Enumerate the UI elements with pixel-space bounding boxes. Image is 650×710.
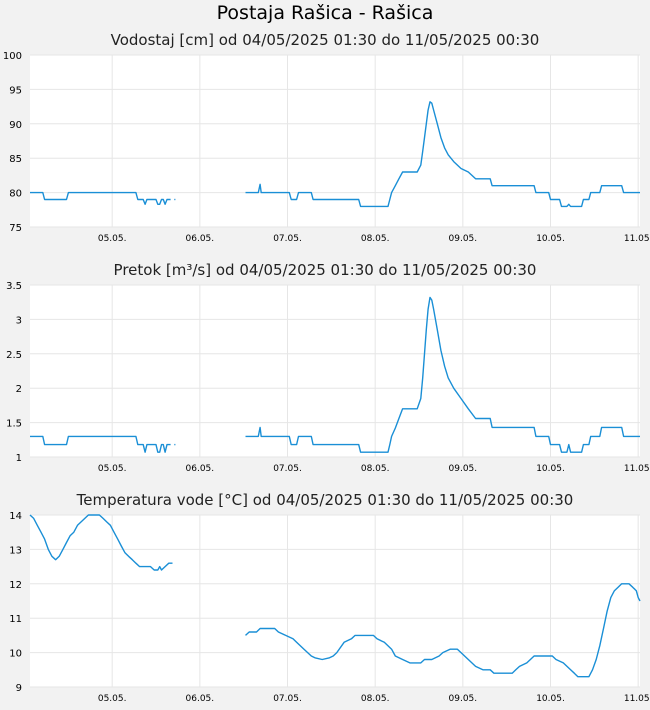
x-tick-label: 05.05. bbox=[98, 464, 127, 474]
series-line bbox=[30, 435, 171, 453]
series-line bbox=[30, 191, 171, 205]
series-line bbox=[245, 101, 640, 208]
x-tick-label: 07.05. bbox=[273, 464, 302, 474]
y-tick-label: 14 bbox=[9, 511, 22, 522]
x-tick-label: 10.05. bbox=[536, 234, 565, 244]
x-tick-label: 11.05. bbox=[624, 464, 650, 474]
y-tick-label: 95 bbox=[9, 85, 22, 96]
chart-title-discharge: Pretok [m³/s] od 04/05/2025 01:30 do 11/… bbox=[113, 261, 537, 279]
y-tick-label: 13 bbox=[9, 545, 22, 556]
y-tick-label: 3 bbox=[16, 315, 22, 326]
x-tick-label: 08.05. bbox=[361, 234, 390, 244]
x-tick-label: 10.05. bbox=[536, 694, 565, 704]
x-tick-label: 11.05. bbox=[624, 694, 650, 704]
plot-area bbox=[30, 55, 640, 227]
plot-area bbox=[30, 285, 640, 457]
x-tick-label: 09.05. bbox=[449, 694, 478, 704]
y-tick-label: 2.5 bbox=[6, 350, 22, 361]
x-tick-label: 07.05. bbox=[273, 694, 302, 704]
series-line bbox=[29, 514, 173, 571]
y-tick-label: 11 bbox=[9, 614, 22, 625]
chart-title-water-temperature: Temperatura vode [°C] od 04/05/2025 01:3… bbox=[76, 491, 574, 509]
discharge-chart: 1 1.5 2 2.5 3 3.5 05.05. 06.05. 07.05. 08.05. 09.0… bbox=[6, 281, 650, 474]
series-line bbox=[245, 296, 640, 453]
x-tick-label: 08.05. bbox=[361, 694, 390, 704]
x-tick-label: 05.05. bbox=[98, 234, 127, 244]
y-tick-label: 90 bbox=[9, 120, 22, 131]
y-tick-label: 3.5 bbox=[6, 281, 22, 292]
x-tick-label: 09.05. bbox=[449, 234, 478, 244]
x-tick-label: 08.05. bbox=[361, 464, 390, 474]
x-tick-label: 06.05. bbox=[186, 234, 215, 244]
x-tick-label: 07.05. bbox=[273, 234, 302, 244]
page-title: Postaja Rašica - Rašica bbox=[216, 2, 434, 24]
y-tick-label: 2 bbox=[16, 384, 22, 395]
water-level-chart: 75 80 85 90 95 100 05.05. 06.05. 07.05. 08.05. 09.… bbox=[3, 51, 650, 244]
plot-area bbox=[30, 515, 640, 687]
water-temperature-chart: 9 10 11 12 13 14 05.05. 06.05. 07.05. 08.05. 09.05… bbox=[9, 511, 650, 704]
chart-title-water-level: Vodostaj [cm] od 04/05/2025 01:30 do 11/… bbox=[110, 31, 540, 49]
y-tick-label: 85 bbox=[9, 154, 22, 165]
x-tick-label: 05.05. bbox=[98, 694, 127, 704]
y-tick-label: 12 bbox=[9, 580, 22, 591]
x-tick-label: 09.05. bbox=[449, 464, 478, 474]
y-tick-label: 10 bbox=[9, 649, 22, 660]
series-line bbox=[245, 583, 641, 678]
y-tick-label: 9 bbox=[16, 683, 22, 694]
y-tick-label: 100 bbox=[3, 51, 22, 62]
x-tick-label: 06.05. bbox=[186, 694, 215, 704]
y-tick-label: 80 bbox=[9, 189, 22, 200]
x-tick-label: 10.05. bbox=[536, 464, 565, 474]
y-tick-label: 75 bbox=[9, 223, 22, 234]
y-tick-label: 1.5 bbox=[6, 419, 22, 430]
x-tick-label: 06.05. bbox=[186, 464, 215, 474]
y-tick-label: 1 bbox=[16, 453, 22, 464]
x-tick-label: 11.05. bbox=[624, 234, 650, 244]
